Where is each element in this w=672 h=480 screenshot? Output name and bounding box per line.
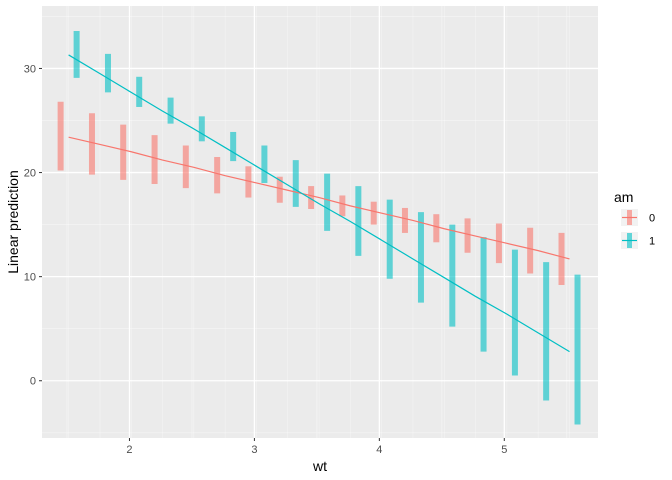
x-axis-title: wt <box>312 458 327 474</box>
fit-line-1 <box>68 54 570 353</box>
fit-line-0 <box>68 136 570 260</box>
error-bars <box>57 30 581 425</box>
y-tick-label: 0 <box>30 376 36 388</box>
legend-label-1: 1 <box>649 236 655 248</box>
y-tick-label: 20 <box>24 168 36 180</box>
y-axis-title: Linear prediction <box>5 170 21 274</box>
legend-title: am <box>614 189 633 205</box>
major-gridlines <box>42 6 598 438</box>
y-tick-label: 10 <box>24 272 36 284</box>
minor-gridlines <box>42 6 598 438</box>
legend: am 0 1 <box>614 189 655 249</box>
fit-lines <box>68 54 570 353</box>
plot-panel <box>42 6 598 438</box>
legend-label-0: 0 <box>649 213 655 225</box>
x-tick-label: 3 <box>251 444 257 456</box>
axes: 0 10 20 30 2 3 4 5 <box>24 63 508 456</box>
y-tick-label: 30 <box>24 63 36 75</box>
x-tick-label: 4 <box>376 444 382 456</box>
x-tick-label: 2 <box>126 444 132 456</box>
x-tick-label: 5 <box>501 444 507 456</box>
